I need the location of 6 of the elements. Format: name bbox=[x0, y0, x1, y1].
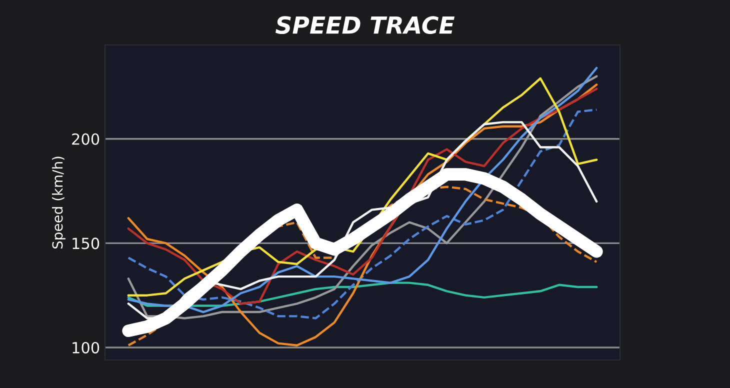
y-tick-label: 200 bbox=[72, 133, 100, 145]
y-axis-title: Speed (km/h) bbox=[52, 156, 66, 249]
chart-title: SPEED TRACE bbox=[276, 16, 455, 34]
y-tick-label: 150 bbox=[72, 238, 100, 250]
y-tick-label: 100 bbox=[72, 342, 100, 354]
line-series bbox=[127, 282, 598, 307]
